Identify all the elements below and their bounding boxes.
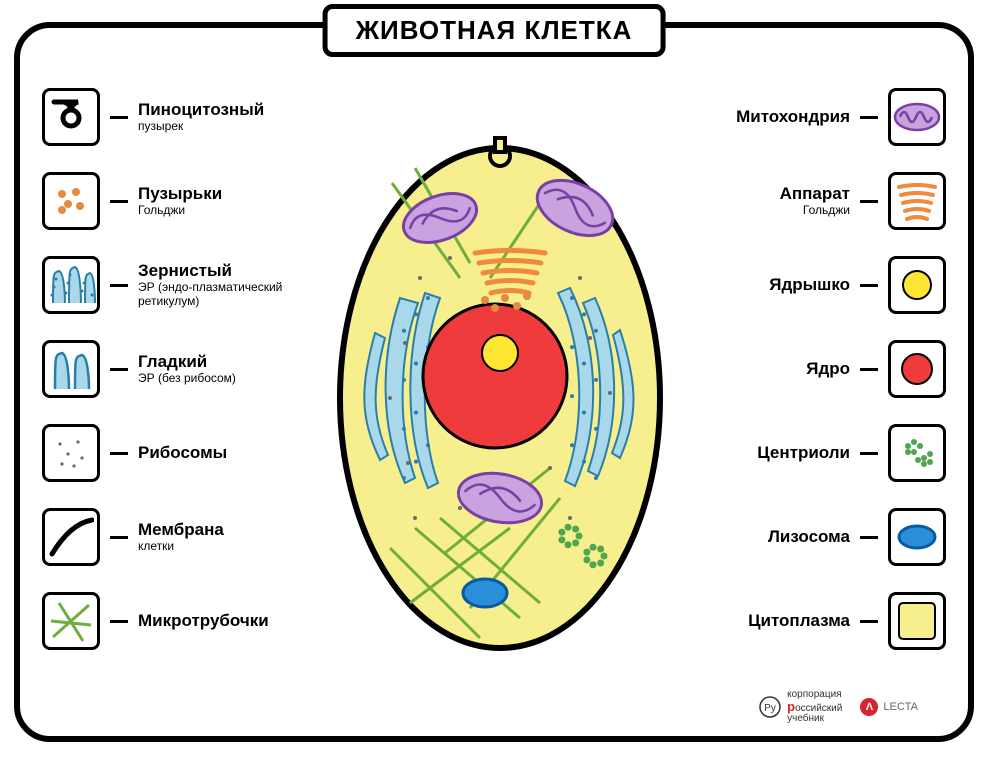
dash-icon [860,452,878,455]
smooth-er-icon [42,340,100,398]
legend-label: ГладкийЭР (без рибосом) [138,352,236,385]
dash-icon [860,620,878,623]
legend-item-ribosomes: Рибосомы [42,424,312,482]
legend-item-nucleolus: Ядрышко [676,256,946,314]
legend-label: Цитоплазма [748,611,850,631]
lysosome-icon [888,508,946,566]
legend-item-golgi-vesicles: ПузырькиГольджи [42,172,312,230]
legend-right: Митохондрия АппаратГольджи [676,88,946,650]
dash-icon [860,536,878,539]
publisher-logo: Ру корпорация российский учебник [759,690,842,724]
legend-item-cytoplasm: Цитоплазма [676,592,946,650]
legend-item-centriole: Центриоли [676,424,946,482]
legend-label: Пиноцитозныйпузырек [138,100,264,133]
publisher-text: корпорация российский учебник [787,690,842,724]
legend-label: Ядро [806,359,850,379]
legend-item-mitochondria: Митохондрия [676,88,946,146]
legend-label: Микротрубочки [138,611,269,631]
diagram-title: ЖИВОТНАЯ КЛЕТКА [323,4,666,57]
dash-icon [860,284,878,287]
legend-label: Ядрышко [769,275,850,295]
legend-item-microtubules: Микротрубочки [42,592,312,650]
dash-icon [110,620,128,623]
cytoplasm-icon [888,592,946,650]
golgi-icon [888,172,946,230]
footer: Ру корпорация российский учебник ΛLECTA [759,690,918,724]
legend-label: Лизосома [768,527,850,547]
legend-left: Пиноцитозныйпузырек ПузырькиГольджи [42,88,312,650]
dash-icon [860,368,878,371]
dash-icon [860,116,878,119]
legend-item-nucleus: Ядро [676,340,946,398]
legend-label: ЗернистыйЭР (эндо-плазматический ретикул… [138,261,312,308]
rough-er-icon [42,256,100,314]
nucleolus-icon [888,256,946,314]
legend-label: Рибосомы [138,443,227,463]
microtubules-icon [42,592,100,650]
legend-item-golgi: АппаратГольджи [676,172,946,230]
lecta-logo: ΛLECTA [860,698,918,716]
legend-label: ПузырькиГольджи [138,184,222,217]
dash-icon [110,536,128,539]
membrane-icon [42,508,100,566]
legend-item-smooth-er: ГладкийЭР (без рибосом) [42,340,312,398]
nucleus-icon [888,340,946,398]
legend-label: Митохондрия [736,107,850,127]
legend-label: АппаратГольджи [780,184,850,217]
dash-icon [110,116,128,119]
legend-item-lysosome: Лизосома [676,508,946,566]
dash-icon [110,368,128,371]
diagram-frame: ЖИВОТНАЯ КЛЕТКА Пиноцитозныйпузырек [14,22,974,742]
svg-text:Ру: Ру [764,703,776,714]
dash-icon [110,284,128,287]
cell-diagram [320,98,680,698]
golgi-vesicles-icon [42,172,100,230]
pinocytic-icon [42,88,100,146]
legend-label: Мембранаклетки [138,520,224,553]
dash-icon [110,200,128,203]
centriole-icon [888,424,946,482]
legend-item-membrane: Мембранаклетки [42,508,312,566]
ribosomes-icon [42,424,100,482]
dash-icon [860,200,878,203]
dash-icon [110,452,128,455]
legend-item-pinocytic: Пиноцитозныйпузырек [42,88,312,146]
legend-item-rough-er: ЗернистыйЭР (эндо-плазматический ретикул… [42,256,312,314]
legend-label: Центриоли [757,443,850,463]
mitochondria-icon [888,88,946,146]
